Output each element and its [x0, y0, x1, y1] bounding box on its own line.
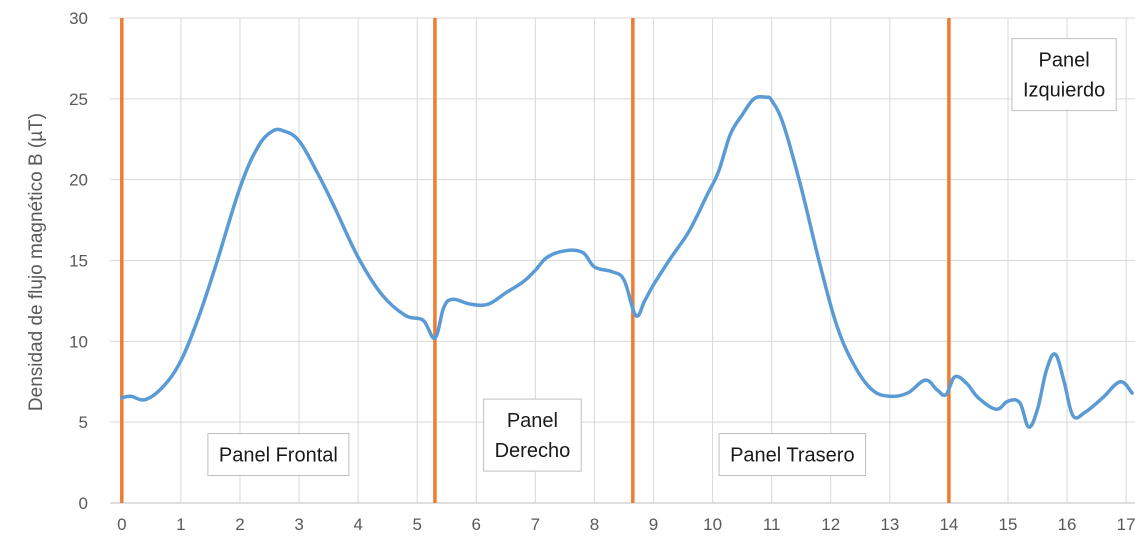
- x-tick-label: 16: [1058, 515, 1077, 534]
- x-tick-label: 3: [294, 515, 303, 534]
- panel-annotation: Panel Izquierdo: [1011, 38, 1117, 112]
- magnetic-flux-series-line: [120, 94, 1134, 429]
- panel-annotation-text: Panel Frontal: [219, 445, 338, 467]
- panel-annotation: Panel Trasero: [718, 433, 867, 476]
- y-tick-label: 30: [69, 9, 88, 28]
- x-tick-label: 15: [999, 515, 1018, 534]
- series: [120, 94, 1134, 429]
- panel-annotation: Panel Derecho: [483, 398, 582, 472]
- x-tick-label: 17: [1117, 515, 1135, 534]
- x-tick-label: 6: [472, 515, 481, 534]
- panel-annotation-text: Derecho: [495, 440, 571, 462]
- panel-annotation-text: Panel: [507, 410, 558, 432]
- x-tick-label: 13: [880, 515, 899, 534]
- panel-annotation-box: [207, 433, 350, 476]
- y-tick-label: 5: [79, 413, 88, 432]
- y-tick-label: 0: [79, 494, 88, 513]
- x-tick-label: 7: [531, 515, 540, 534]
- y-tick-label: 25: [69, 90, 88, 109]
- panel-dividers: [120, 18, 951, 503]
- x-tick-label: 0: [117, 515, 126, 534]
- panel-annotations: Panel Frontal Panel Derecho Panel Trasero Pa…: [207, 38, 1117, 476]
- x-tick-label: 9: [649, 515, 658, 534]
- y-tick-label: 10: [69, 332, 88, 351]
- gridlines: [110, 17, 1135, 503]
- x-tick-label: 10: [703, 515, 722, 534]
- x-tick-label: 12: [821, 515, 840, 534]
- y-axis-title: Densidad de flujo magnético B (µT): [26, 113, 47, 411]
- x-tick-label: 2: [235, 515, 244, 534]
- x-tick-label: 11: [763, 515, 781, 534]
- x-tick-label: 1: [176, 515, 185, 534]
- x-tick-label: 4: [353, 515, 362, 534]
- panel-annotation-text: Izquierdo: [1023, 80, 1105, 102]
- x-tick-label: 14: [939, 515, 958, 534]
- panel-annotation-box: [1011, 38, 1117, 112]
- panel-annotation-box: [718, 433, 867, 476]
- panel-annotation-text: Panel: [1039, 50, 1090, 72]
- y-tick-label: 15: [69, 252, 88, 271]
- panel-annotation: Panel Frontal: [207, 433, 350, 476]
- x-tick-label: 5: [412, 515, 421, 534]
- y-tick-label: 20: [69, 171, 88, 190]
- x-tick-label: 8: [590, 515, 599, 534]
- panel-annotation-text: Panel Trasero: [730, 445, 855, 467]
- panel-annotation-box: [483, 398, 582, 472]
